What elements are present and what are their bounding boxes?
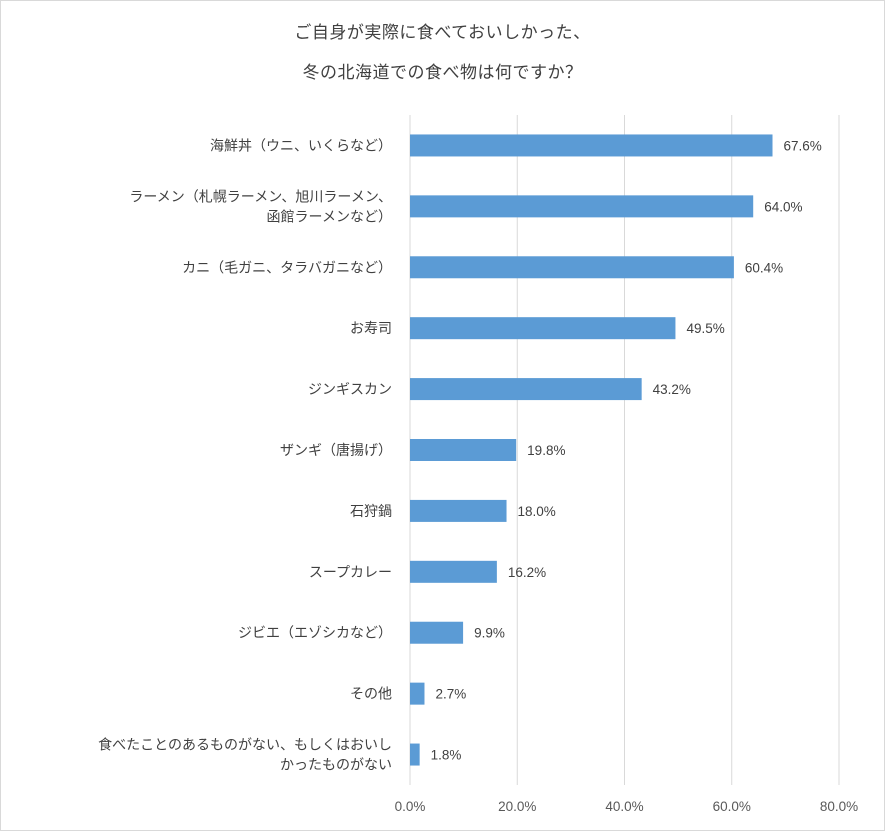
value-label: 16.2% [508, 565, 546, 580]
x-tick-label: 60.0% [713, 799, 751, 814]
category-label: ザンギ（唐揚げ） [280, 442, 392, 459]
bar [410, 134, 773, 157]
x-tick-label: 0.0% [395, 799, 426, 814]
bar [410, 317, 676, 340]
value-labels: 67.6% 64.0% 60.4% 49.5% 43.2% 19.8% 18.0% 16.2%… [431, 138, 822, 762]
category-label: 海鮮丼（ウニ、いくらなど） [210, 138, 392, 154]
category-label: ラーメン（札幌ラーメン、旭川ラーメン、 [129, 189, 392, 205]
value-label: 19.8% [527, 443, 565, 458]
value-label: 1.8% [431, 748, 462, 763]
x-tick-label: 80.0% [820, 799, 858, 814]
x-axis-ticks: 0.0% 20.0% 40.0% 60.0% 80.0% [395, 799, 859, 814]
value-label: 9.9% [474, 626, 505, 641]
category-label: かったものがない [280, 758, 392, 774]
x-tick-label: 20.0% [498, 799, 536, 814]
category-label: その他 [350, 687, 392, 703]
category-label: ジンギスカン [308, 382, 392, 398]
bar [410, 256, 734, 279]
bar [410, 743, 420, 766]
bar [410, 378, 642, 401]
bars [410, 134, 773, 766]
value-label: 67.6% [784, 138, 822, 153]
chart-title-line-1: ご自身が実際に食べておいしかった、 [294, 23, 591, 43]
value-label: 43.2% [653, 382, 691, 397]
x-tick-label: 40.0% [605, 799, 643, 814]
category-labels: 海鮮丼（ウニ、いくらなど） ラーメン（札幌ラーメン、旭川ラーメン、函館ラーメンなど… [98, 138, 392, 773]
value-label: 49.5% [686, 321, 724, 336]
gridlines [409, 115, 840, 785]
category-label: 石狩鍋 [350, 504, 392, 520]
category-label: お寿司 [350, 320, 392, 337]
bar [410, 621, 464, 644]
value-label: 60.4% [745, 260, 783, 275]
bar [410, 499, 507, 522]
bar [410, 560, 497, 583]
bar [410, 682, 425, 705]
category-label: 函館ラーメンなど） [267, 208, 392, 225]
value-label: 64.0% [764, 199, 802, 214]
category-label: スープカレー [309, 565, 392, 581]
category-label: カニ（毛ガニ、タラバガニなど） [182, 260, 392, 276]
bar [410, 195, 754, 218]
category-label: 食べたことのあるものがない、もしくはおいし [98, 737, 392, 754]
category-label: ジビエ（エゾシカなど） [238, 626, 392, 642]
value-label: 2.7% [435, 687, 466, 702]
bar [410, 439, 517, 461]
value-label: 18.0% [518, 504, 556, 519]
chart-title-line-2: 冬の北海道での食べ物は何ですか？ [302, 63, 583, 83]
